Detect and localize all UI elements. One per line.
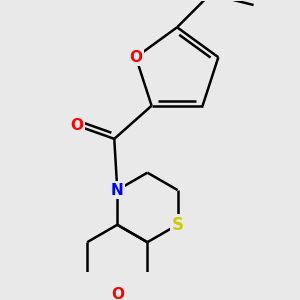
Text: O: O [111, 287, 124, 300]
Text: S: S [172, 216, 184, 234]
Text: O: O [70, 118, 83, 133]
Text: N: N [111, 182, 124, 197]
Text: O: O [129, 50, 142, 65]
